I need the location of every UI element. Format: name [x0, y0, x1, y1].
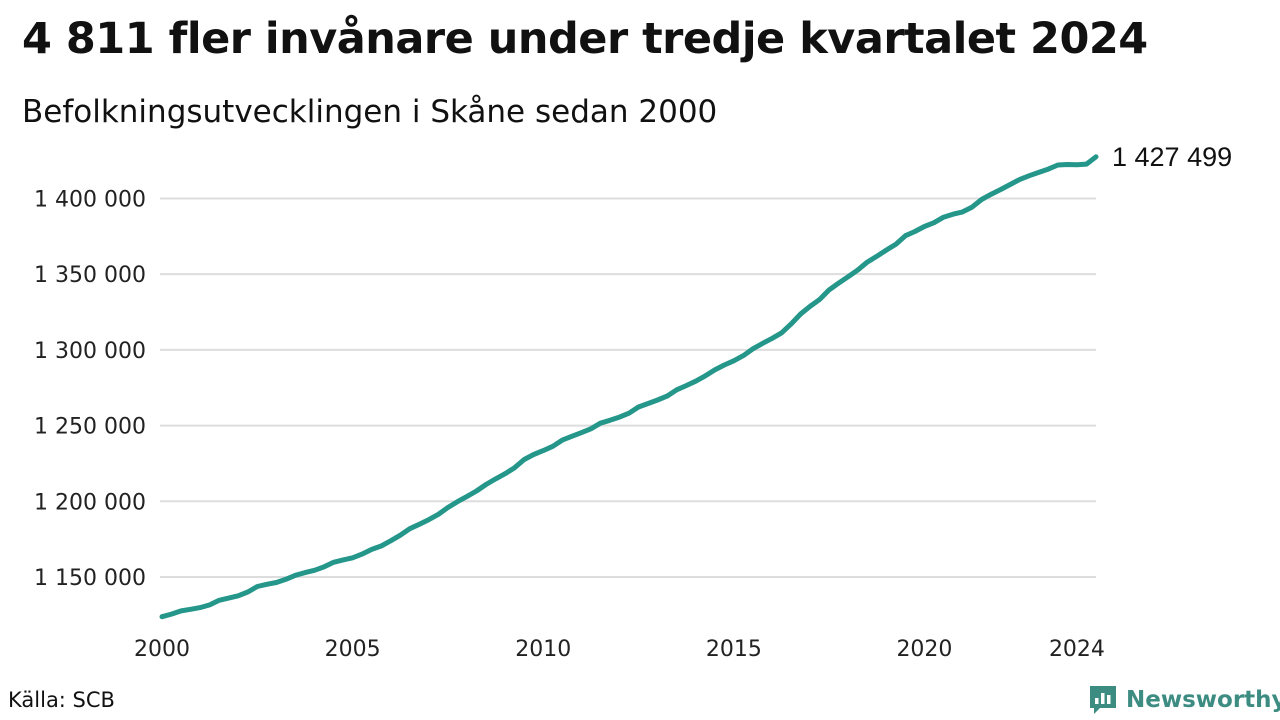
- brand-logo: Newsworthy: [1088, 684, 1280, 716]
- x-tick-label: 2024: [1049, 637, 1105, 662]
- x-tick-label: 2000: [134, 637, 190, 662]
- source-note: Källa: SCB: [8, 688, 115, 712]
- gridlines: [160, 197, 1096, 579]
- annotation-group: 1 427 499: [1112, 142, 1232, 172]
- series-line: [159, 154, 1099, 620]
- x-axis-ticks: 2000 2005 2010 2015 2020 2024: [134, 637, 1105, 662]
- x-tick-label: 2015: [706, 637, 762, 662]
- chart-subtitle: Befolkningsutvecklingen i Skåne sedan 20…: [22, 94, 718, 130]
- x-tick-label: 2010: [515, 637, 571, 662]
- y-tick-label: 1 400 000: [34, 187, 146, 212]
- chart-title: 4 811 fler invånare under tredje kvartal…: [22, 14, 1148, 64]
- series-group: [159, 154, 1099, 620]
- newsworthy-logo-icon: [1090, 686, 1116, 714]
- y-tick-label: 1 150 000: [34, 566, 146, 591]
- y-tick-label: 1 250 000: [34, 415, 146, 440]
- x-tick-label: 2005: [325, 637, 381, 662]
- y-tick-label: 1 300 000: [34, 339, 146, 364]
- y-tick-label: 1 200 000: [34, 490, 146, 515]
- x-tick-label: 2020: [896, 637, 952, 662]
- y-tick-label: 1 350 000: [34, 263, 146, 288]
- brand-name: Newsworthy: [1126, 687, 1280, 713]
- y-axis-ticks: 1 150 000 1 200 000 1 250 000 1 300 000 1 35…: [34, 187, 146, 591]
- end-value-label: 1 427 499: [1112, 142, 1232, 172]
